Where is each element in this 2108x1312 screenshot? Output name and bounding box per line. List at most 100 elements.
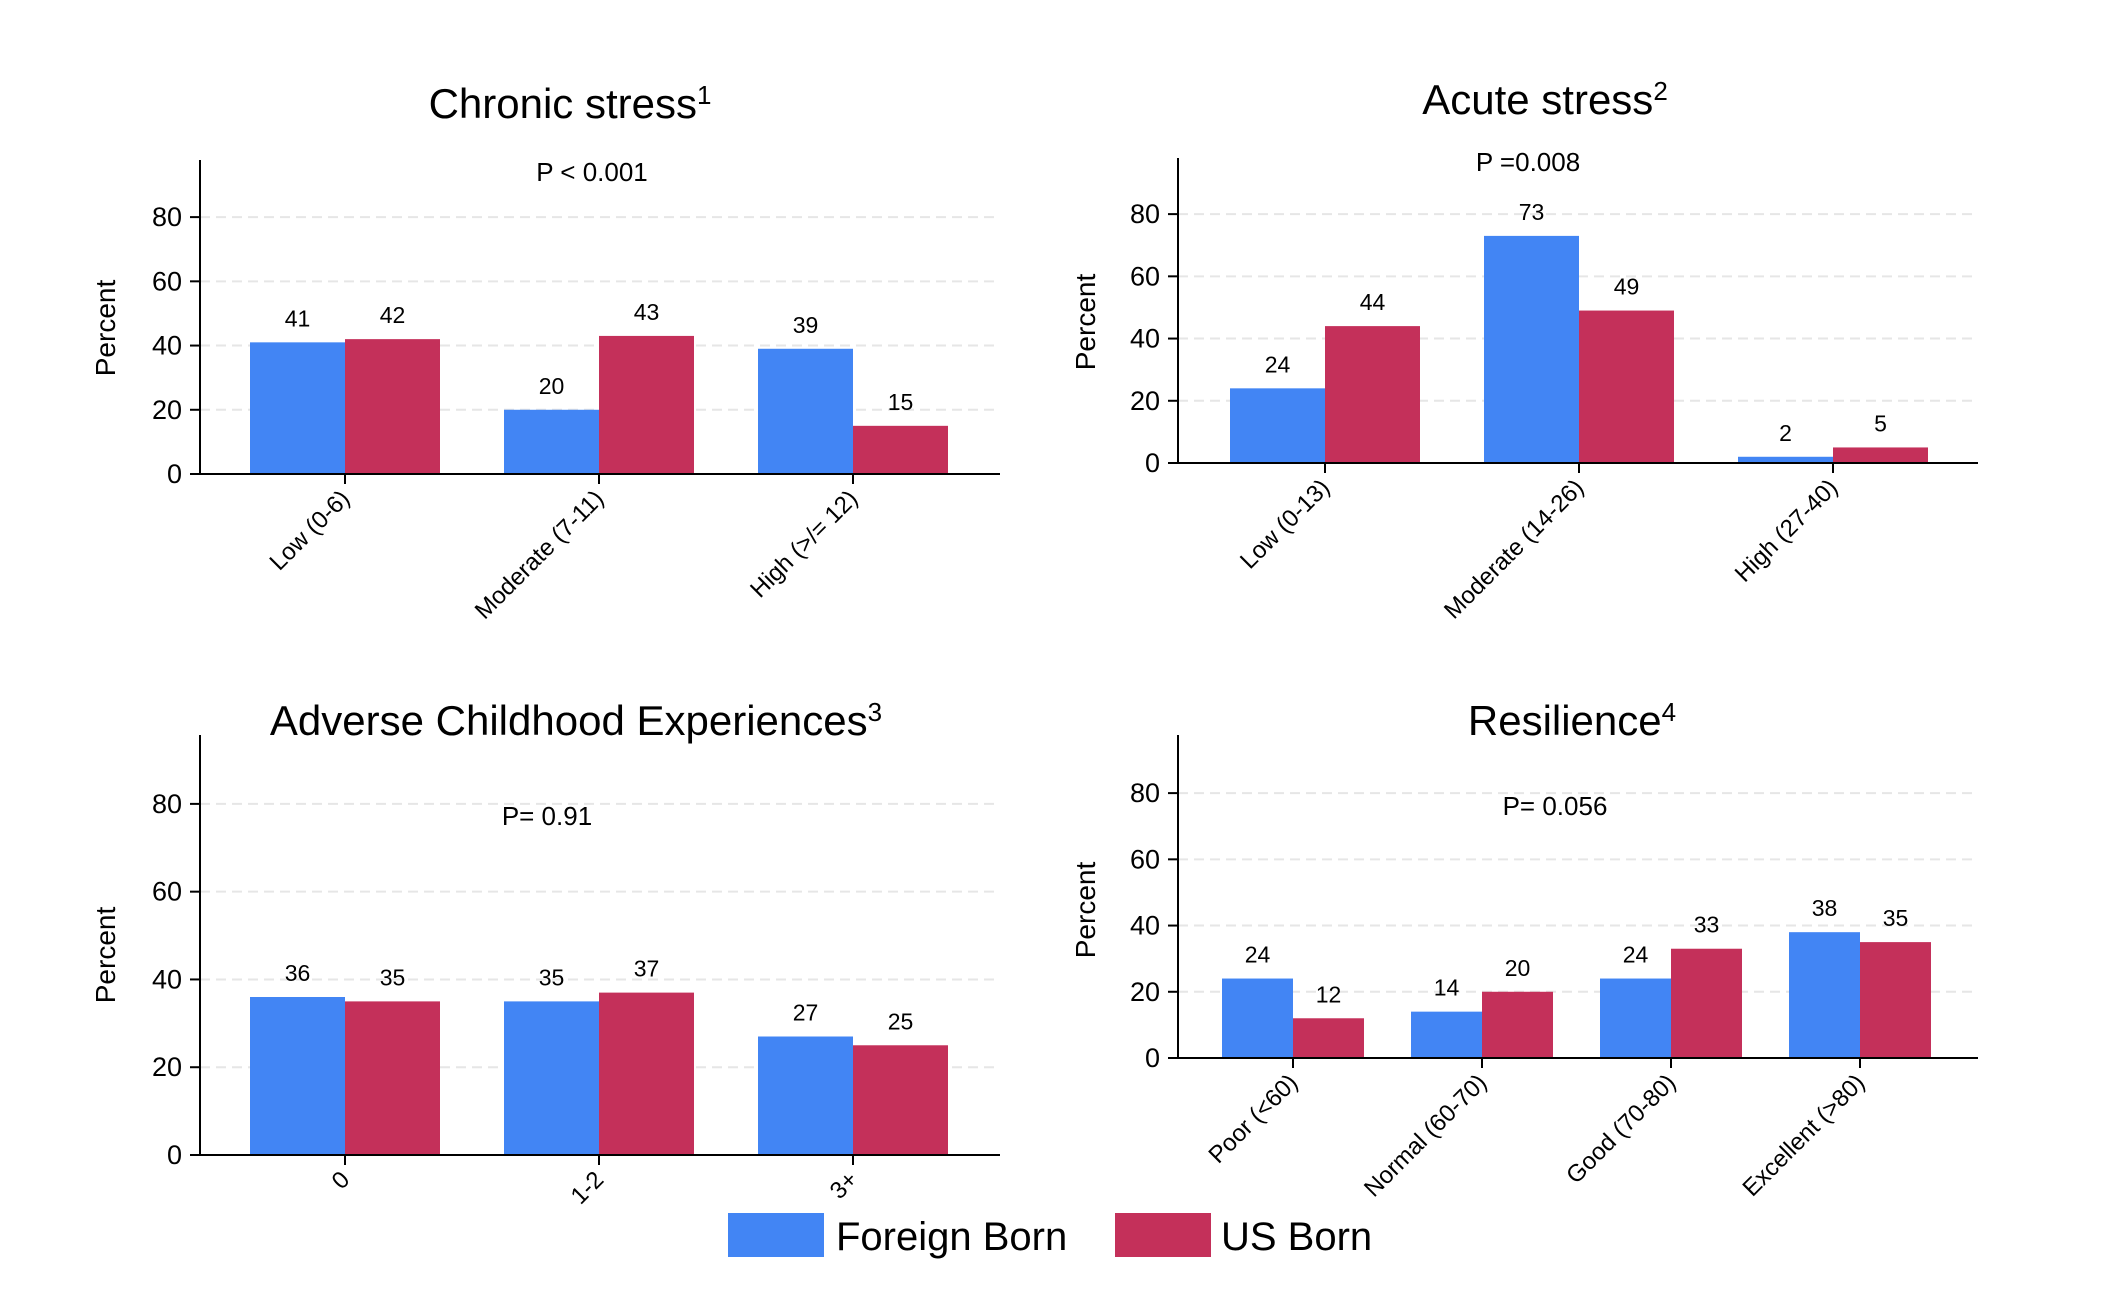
- data-label: 25: [888, 1008, 914, 1034]
- y-tick-label: 80: [1130, 199, 1160, 229]
- bar-us-born: [853, 425, 948, 474]
- data-label: 20: [1505, 955, 1531, 981]
- bar-foreign-born: [758, 348, 853, 474]
- bar-us-born: [1860, 942, 1931, 1058]
- bar-foreign-born: [250, 997, 345, 1155]
- bar-foreign-born: [250, 342, 345, 474]
- data-label: 35: [1883, 905, 1909, 931]
- panel-title-superscript: 1: [697, 80, 711, 110]
- legend-swatch-us-born: [1115, 1213, 1211, 1257]
- y-tick-label: 80: [152, 202, 182, 232]
- panel-title-superscript: 3: [868, 697, 882, 727]
- legend-label-us-born: US Born: [1221, 1215, 1372, 1259]
- panel-title-superscript: 4: [1662, 697, 1676, 727]
- bar-us-born: [1579, 310, 1674, 463]
- y-tick-label: 60: [152, 877, 182, 907]
- y-tick-label: 20: [1130, 977, 1160, 1007]
- bar-foreign-born: [1411, 1011, 1482, 1058]
- data-label: 20: [539, 373, 565, 399]
- bar-foreign-born: [1230, 388, 1325, 463]
- bar-us-born: [599, 335, 694, 474]
- panel-title-superscript: 2: [1653, 76, 1667, 106]
- data-label: 35: [380, 964, 406, 990]
- data-label: 24: [1245, 942, 1271, 968]
- data-label: 49: [1614, 274, 1640, 300]
- data-label: 15: [888, 389, 914, 415]
- p-value-annotation: P < 0.001: [536, 157, 648, 187]
- bar-foreign-born: [1484, 235, 1579, 463]
- panel-title: Acute stress2: [1422, 76, 1668, 123]
- bar-foreign-born: [1789, 932, 1860, 1058]
- y-axis-label: Percent: [1070, 862, 1101, 959]
- bar-foreign-born: [1600, 978, 1671, 1058]
- bar-foreign-born: [1738, 456, 1833, 463]
- bar-foreign-born: [758, 1036, 853, 1155]
- y-tick-label: 80: [152, 789, 182, 819]
- y-tick-label: 80: [1130, 778, 1160, 808]
- y-tick-label: 40: [1130, 911, 1160, 941]
- y-tick-label: 0: [1145, 448, 1160, 478]
- p-value-annotation: P= 0.91: [502, 801, 592, 831]
- legend-label-foreign-born: Foreign Born: [836, 1215, 1067, 1259]
- y-tick-label: 60: [1130, 844, 1160, 874]
- panel-title: Chronic stress1: [429, 80, 712, 127]
- data-label: 36: [285, 960, 311, 986]
- bar-us-born: [1325, 326, 1420, 463]
- data-label: 12: [1316, 981, 1342, 1007]
- data-label: 33: [1694, 912, 1720, 938]
- y-axis-label: Percent: [1070, 274, 1101, 371]
- bar-foreign-born: [1222, 978, 1293, 1058]
- data-label: 73: [1519, 199, 1545, 225]
- data-label: 24: [1265, 351, 1291, 377]
- bar-us-born: [853, 1045, 948, 1155]
- data-label: 38: [1812, 895, 1838, 921]
- data-label: 41: [285, 305, 311, 331]
- bar-foreign-born: [504, 1001, 599, 1155]
- data-label: 43: [634, 299, 660, 325]
- y-tick-label: 20: [152, 395, 182, 425]
- y-tick-label: 20: [152, 1052, 182, 1082]
- data-label: 35: [539, 964, 565, 990]
- y-tick-label: 40: [152, 331, 182, 361]
- bar-us-born: [1671, 948, 1742, 1058]
- panel-title: Adverse Childhood Experiences3: [270, 697, 882, 744]
- legend: Foreign Born US Born: [728, 1213, 1372, 1259]
- data-label: 24: [1623, 942, 1649, 968]
- panel-adverse-childhood-experiences: Adverse Childhood Experiences3 P= 0.91 P…: [90, 697, 1000, 1210]
- panel-title-text: Chronic stress: [429, 80, 697, 127]
- data-label: 44: [1360, 289, 1386, 315]
- y-tick-label: 0: [167, 1140, 182, 1170]
- data-label: 39: [793, 312, 819, 338]
- legend-swatch-foreign-born: [728, 1213, 824, 1257]
- bar-us-born: [345, 339, 440, 474]
- bar-us-born: [599, 992, 694, 1155]
- data-label: 14: [1434, 975, 1460, 1001]
- y-tick-label: 0: [167, 459, 182, 489]
- y-tick-label: 40: [152, 964, 182, 994]
- bar-us-born: [345, 1001, 440, 1155]
- panel-title: Resilience4: [1468, 697, 1676, 744]
- y-axis-label: Percent: [90, 907, 121, 1004]
- y-tick-label: 40: [1130, 324, 1160, 354]
- data-label: 27: [793, 1000, 819, 1026]
- panel-title-text: Acute stress: [1422, 76, 1653, 123]
- bar-us-born: [1482, 991, 1553, 1058]
- p-value-annotation: P =0.008: [1476, 147, 1580, 177]
- y-tick-label: 60: [152, 266, 182, 296]
- y-axis-label: Percent: [90, 280, 121, 377]
- y-tick-label: 20: [1130, 386, 1160, 416]
- bar-foreign-born: [504, 409, 599, 474]
- data-label: 42: [380, 302, 406, 328]
- panel-title-text: Resilience: [1468, 697, 1662, 744]
- bar-us-born: [1293, 1018, 1364, 1058]
- y-tick-label: 60: [1130, 261, 1160, 291]
- p-value-annotation: P= 0.056: [1503, 791, 1608, 821]
- data-label: 2: [1779, 420, 1792, 446]
- bar-us-born: [1833, 447, 1928, 463]
- y-tick-label: 0: [1145, 1043, 1160, 1073]
- data-label: 37: [634, 956, 660, 982]
- panel-title-text: Adverse Childhood Experiences: [270, 697, 868, 744]
- data-label: 5: [1874, 410, 1887, 436]
